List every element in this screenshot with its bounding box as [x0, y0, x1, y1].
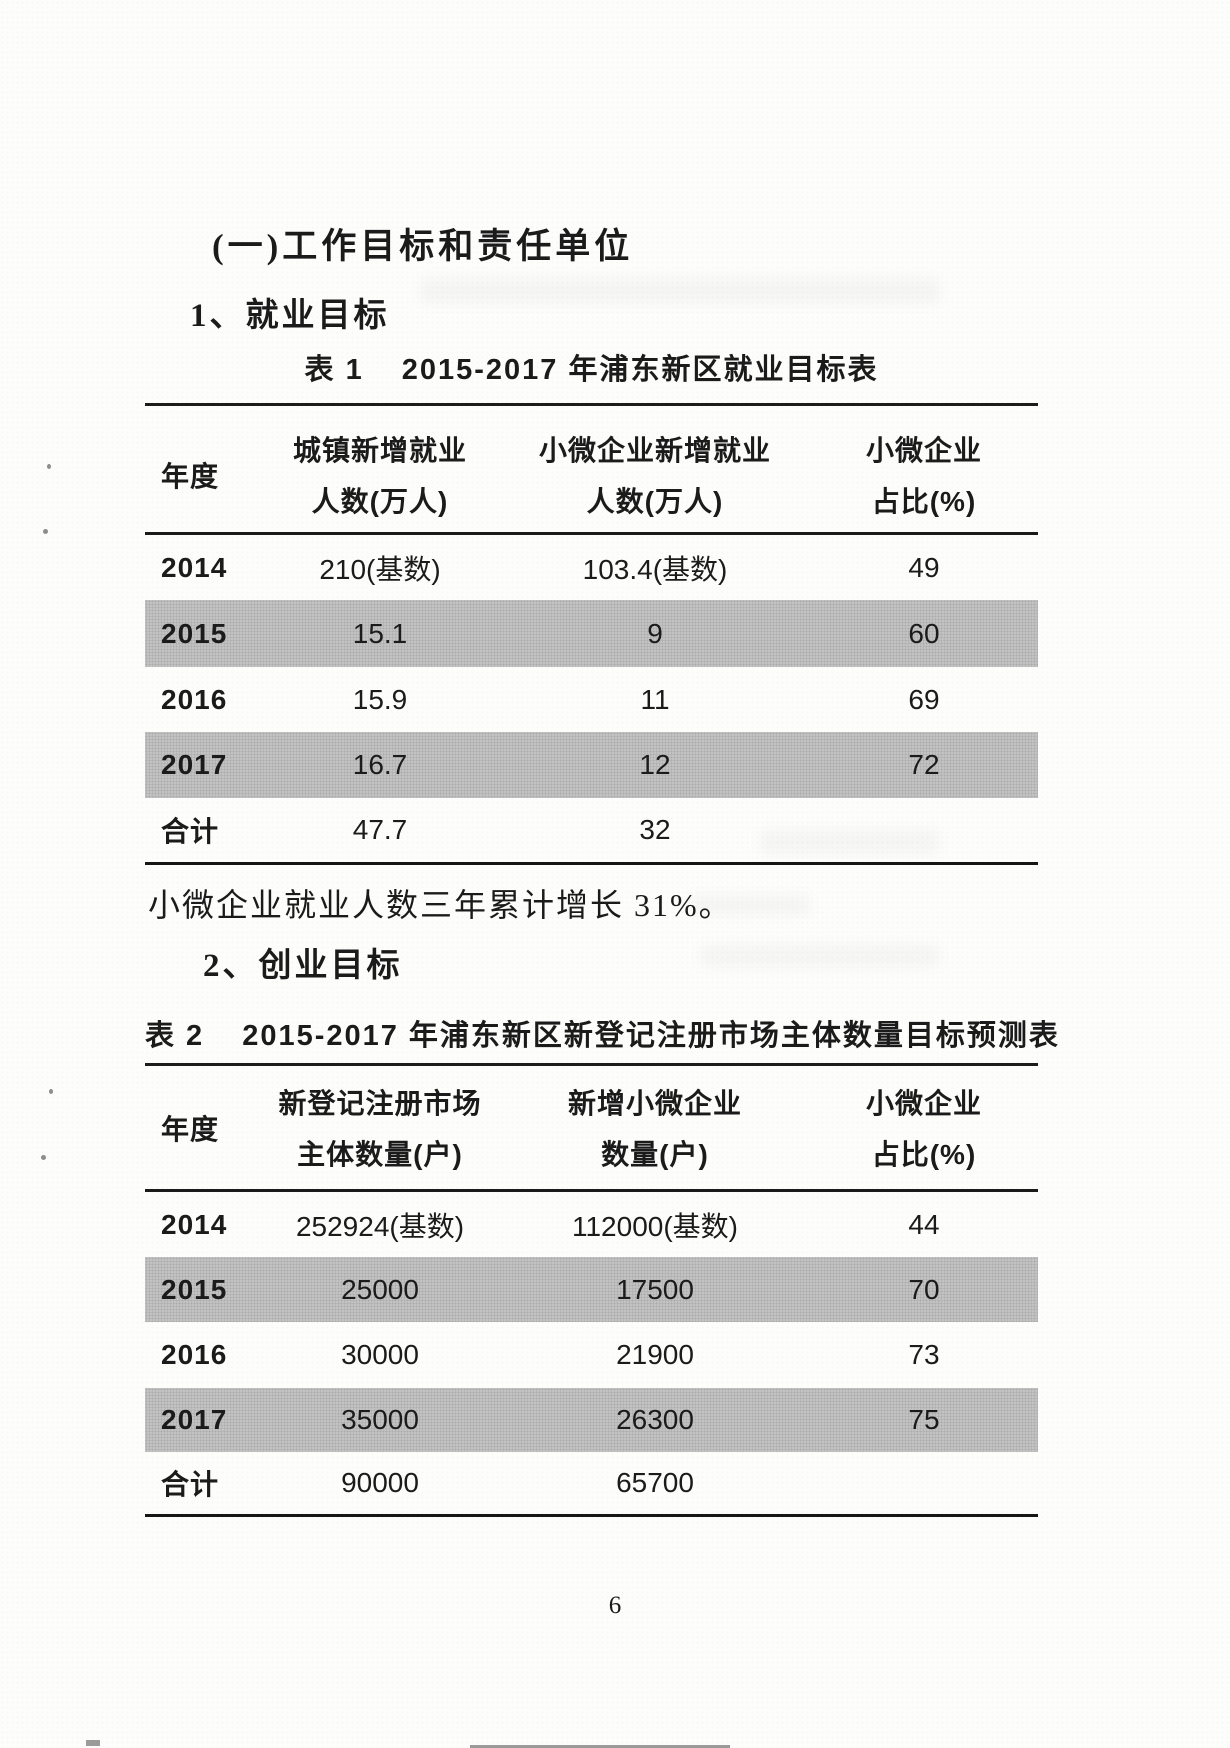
employment-goals-table: 年度 城镇新增就业 人数(万人) 小微企业新增就业 人数(万人) 小微企业 占比… [145, 403, 1038, 865]
table2-header-row: 年度 新登记注册市场 主体数量(户) 新增小微企业 数量(户) 小微企业 占比(… [145, 1066, 1038, 1192]
scan-speck [41, 1155, 46, 1160]
year-cell: 2014 [161, 1208, 228, 1240]
value-cell: 11 [640, 683, 670, 715]
header-label-line2: 占比(%) [871, 486, 977, 517]
table-row-2015: 2015 25000 17500 70 [145, 1257, 1038, 1322]
value-cell: 252924(基数) [295, 1210, 465, 1242]
value-cell: 30000 [341, 1339, 419, 1370]
table1-note: 小微企业就业人数三年累计增长 31%。 [148, 887, 733, 923]
table1-header-row: 年度 城镇新增就业 人数(万人) 小微企业新增就业 人数(万人) 小微企业 占比… [145, 406, 1038, 535]
table2-header-new-small-enterprises: 新增小微企业 数量(户) [500, 1066, 810, 1189]
value-cell: 32 [639, 814, 671, 845]
section-heading: (一)工作目标和责任单位 [212, 227, 634, 266]
table1-title-text: 2015-2017 年浦东新区就业目标表 [401, 354, 879, 386]
header-label-line1: 新登记注册市场 [278, 1088, 482, 1119]
table-row-2014: 2014 252924(基数) 112000(基数) 44 [145, 1192, 1038, 1257]
value-cell: 73 [908, 1339, 940, 1370]
table1-header-share: 小微企业 占比(%) [810, 406, 1038, 532]
value-cell: 60 [908, 617, 940, 649]
year-cell: 2016 [161, 683, 228, 715]
table2-label: 表 2 [145, 1020, 205, 1052]
table-row-2016: 2016 15.9 11 69 [145, 667, 1038, 732]
header-label-line1: 小微企业新增就业 [538, 435, 771, 466]
table1-header-small-enterprise-jobs: 小微企业新增就业 人数(万人) [500, 406, 810, 532]
table1-header-urban-jobs: 城镇新增就业 人数(万人) [260, 406, 500, 532]
year-cell: 2014 [161, 551, 228, 583]
table-row-2017: 2017 35000 26300 75 [145, 1388, 1038, 1452]
header-label-line2: 占比(%) [871, 1139, 977, 1170]
header-label-line1: 城镇新增就业 [292, 435, 467, 466]
header-label-line1: 新增小微企业 [567, 1088, 742, 1119]
header-label-line2: 主体数量(户) [297, 1139, 463, 1170]
value-cell: 12 [639, 749, 671, 780]
header-label-line2: 人数(万人) [311, 486, 449, 517]
value-cell: 16.7 [352, 749, 408, 780]
value-cell: 49 [908, 551, 940, 583]
subsection-heading-entrepreneurship: 2、创业目标 [203, 948, 403, 984]
scan-speck [43, 529, 48, 534]
year-cell: 2016 [161, 1339, 228, 1370]
header-label-line1: 小微企业 [865, 1088, 982, 1119]
year-cell: 2015 [161, 1273, 228, 1305]
value-cell: 9 [647, 617, 663, 649]
bleedthrough-smudge [700, 945, 940, 967]
table-row-total: 合计 47.7 32 [145, 798, 1038, 862]
table2-title: 表 2 2015-2017 年浦东新区新登记注册市场主体数量目标预测表 [145, 1012, 1058, 1054]
table2-header-new-registrations: 新登记注册市场 主体数量(户) [260, 1066, 500, 1189]
scan-speck [49, 1089, 53, 1094]
value-cell: 44 [908, 1208, 940, 1240]
table2-header-year: 年度 [145, 1066, 260, 1189]
table-row-2017: 2017 16.7 12 72 [145, 732, 1038, 798]
table-row-2016: 2016 30000 21900 73 [145, 1322, 1038, 1388]
year-cell: 合计 [161, 1469, 220, 1500]
year-cell: 合计 [161, 816, 220, 847]
header-label-line2: 数量(户) [601, 1139, 709, 1170]
table1-header-year: 年度 [145, 406, 260, 532]
header-label-line1: 小微企业 [865, 435, 982, 466]
year-cell: 2017 [161, 1404, 228, 1435]
table-row-2014: 2014 210(基数) 103.4(基数) 49 [145, 535, 1038, 600]
registration-forecast-table: 年度 新登记注册市场 主体数量(户) 新增小微企业 数量(户) 小微企业 占比(… [145, 1063, 1038, 1517]
value-cell: 112000(基数) [571, 1210, 738, 1242]
value-cell: 69 [908, 683, 940, 715]
table2-header-share: 小微企业 占比(%) [810, 1066, 1038, 1189]
year-cell: 2015 [161, 617, 228, 649]
year-cell: 2017 [161, 749, 228, 780]
value-cell: 35000 [341, 1404, 419, 1435]
table-row-total: 合计 90000 65700 [145, 1452, 1038, 1514]
value-cell: 210(基数) [319, 553, 441, 585]
header-label: 年度 [161, 1113, 220, 1145]
table-row-2015: 2015 15.1 9 60 [145, 600, 1038, 667]
value-cell: 17500 [616, 1273, 694, 1305]
value-cell: 26300 [616, 1404, 694, 1435]
value-cell: 72 [908, 749, 940, 780]
value-cell: 103.4(基数) [582, 553, 728, 585]
table2-title-text: 2015-2017 年浦东新区新登记注册市场主体数量目标预测表 [242, 1020, 1060, 1052]
subsection-heading-employment: 1、就业目标 [190, 298, 390, 334]
bleedthrough-smudge [420, 278, 940, 304]
value-cell: 47.7 [352, 814, 408, 845]
value-cell: 15.1 [352, 617, 408, 649]
value-cell: 21900 [616, 1339, 694, 1370]
value-cell: 75 [908, 1404, 940, 1435]
table1-label: 表 1 [304, 354, 364, 386]
header-label-line2: 人数(万人) [586, 486, 724, 517]
value-cell: 70 [908, 1273, 940, 1305]
value-cell: 15.9 [352, 683, 408, 715]
header-label: 年度 [161, 460, 220, 492]
table1-title: 表 1 2015-2017 年浦东新区就业目标表 [145, 346, 1038, 388]
scan-speck [47, 464, 51, 469]
value-cell: 25000 [341, 1273, 419, 1305]
page-number: 6 [608, 1592, 622, 1619]
value-cell: 90000 [341, 1467, 419, 1498]
scan-edge-mark [86, 1740, 100, 1746]
value-cell: 65700 [616, 1467, 694, 1498]
